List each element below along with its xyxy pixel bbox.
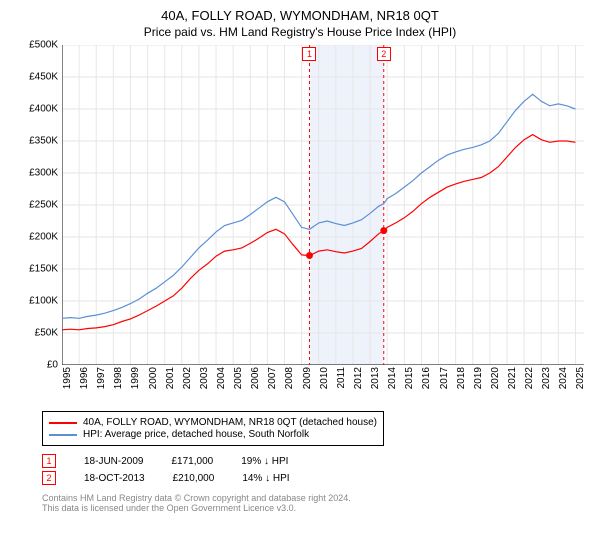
x-tick-label: 2006 (250, 367, 261, 389)
x-tick-label: 2016 (421, 367, 432, 389)
x-tick-label: 2009 (302, 367, 313, 389)
x-tick-label: 2001 (165, 367, 176, 389)
sale-delta: 19% ↓ HPI (241, 456, 288, 467)
y-tick-label: £0 (12, 360, 58, 371)
y-tick-label: £50K (12, 328, 58, 339)
x-tick-label: 2000 (148, 367, 159, 389)
legend-box: 40A, FOLLY ROAD, WYMONDHAM, NR18 0QT (de… (42, 411, 384, 446)
x-tick-label: 2011 (336, 367, 347, 389)
sale-row: 2 18-OCT-2013 £210,000 14% ↓ HPI (42, 471, 588, 485)
x-tick-label: 2003 (199, 367, 210, 389)
x-tick-label: 2015 (404, 367, 415, 389)
x-tick-label: 1996 (79, 367, 90, 389)
footer-line1: Contains HM Land Registry data © Crown c… (42, 493, 588, 503)
legend-swatch (49, 434, 77, 436)
x-tick-label: 1999 (130, 367, 141, 389)
y-tick-label: £350K (12, 136, 58, 147)
sale-date: 18-JUN-2009 (84, 456, 143, 467)
x-tick-label: 2021 (507, 367, 518, 389)
legend-label: HPI: Average price, detached house, Sout… (83, 429, 309, 440)
y-tick-label: £100K (12, 296, 58, 307)
y-tick-label: £300K (12, 168, 58, 179)
chart-container: 40A, FOLLY ROAD, WYMONDHAM, NR18 0QT Pri… (0, 0, 600, 560)
sale-marker: 1 (42, 454, 56, 468)
plot-area: 12 (62, 45, 584, 365)
x-tick-label: 2007 (267, 367, 278, 389)
sale-price: £210,000 (173, 473, 215, 484)
x-tick-label: 2013 (370, 367, 381, 389)
chart-title: 40A, FOLLY ROAD, WYMONDHAM, NR18 0QT (12, 8, 588, 23)
sale-row: 1 18-JUN-2009 £171,000 19% ↓ HPI (42, 454, 588, 468)
legend-label: 40A, FOLLY ROAD, WYMONDHAM, NR18 0QT (de… (83, 417, 377, 428)
x-tick-label: 2024 (558, 367, 569, 389)
y-tick-label: £500K (12, 40, 58, 51)
chart-subtitle: Price paid vs. HM Land Registry's House … (12, 25, 588, 39)
legend-row: HPI: Average price, detached house, Sout… (49, 429, 377, 440)
chart-area: £0 £50K £100K £150K £200K £250K £300K £350K £400… (12, 45, 588, 405)
y-tick-label: £150K (12, 264, 58, 275)
sale-date: 18-OCT-2013 (84, 473, 145, 484)
x-tick-label: 2018 (456, 367, 467, 389)
chart-footer: Contains HM Land Registry data © Crown c… (42, 493, 588, 513)
sale-marker-flag: 2 (377, 47, 391, 61)
x-tick-label: 2010 (319, 367, 330, 389)
y-tick-label: £250K (12, 200, 58, 211)
legend-row: 40A, FOLLY ROAD, WYMONDHAM, NR18 0QT (de… (49, 417, 377, 428)
plot-svg (62, 45, 584, 365)
x-tick-label: 1997 (96, 367, 107, 389)
y-tick-label: £200K (12, 232, 58, 243)
x-tick-label: 2002 (182, 367, 193, 389)
x-tick-label: 2025 (575, 367, 586, 389)
x-tick-label: 2004 (216, 367, 227, 389)
x-tick-label: 2023 (541, 367, 552, 389)
x-tick-label: 2014 (387, 367, 398, 389)
x-tick-label: 2012 (353, 367, 364, 389)
sale-delta: 14% ↓ HPI (242, 473, 289, 484)
x-tick-label: 2008 (284, 367, 295, 389)
x-tick-label: 1998 (113, 367, 124, 389)
y-tick-label: £450K (12, 72, 58, 83)
sale-marker-flag: 1 (302, 47, 316, 61)
footer-line2: This data is licensed under the Open Gov… (42, 503, 588, 513)
x-tick-label: 2019 (473, 367, 484, 389)
sale-price: £171,000 (171, 456, 213, 467)
x-tick-label: 1995 (62, 367, 73, 389)
x-tick-label: 2005 (233, 367, 244, 389)
sale-rows: 1 18-JUN-2009 £171,000 19% ↓ HPI 2 18-OCT-201… (42, 454, 588, 485)
y-axis: £0£50K£100K£150K£200K£250K£300K£350K£400… (12, 45, 60, 365)
sale-marker: 2 (42, 471, 56, 485)
x-tick-label: 2022 (524, 367, 535, 389)
x-tick-label: 2017 (439, 367, 450, 389)
x-tick-label: 2020 (490, 367, 501, 389)
x-axis: 1995 1996 1997 1998 1999 2000 2001 2002 2003 2004… (62, 365, 584, 405)
y-tick-label: £400K (12, 104, 58, 115)
legend-swatch (49, 422, 77, 424)
